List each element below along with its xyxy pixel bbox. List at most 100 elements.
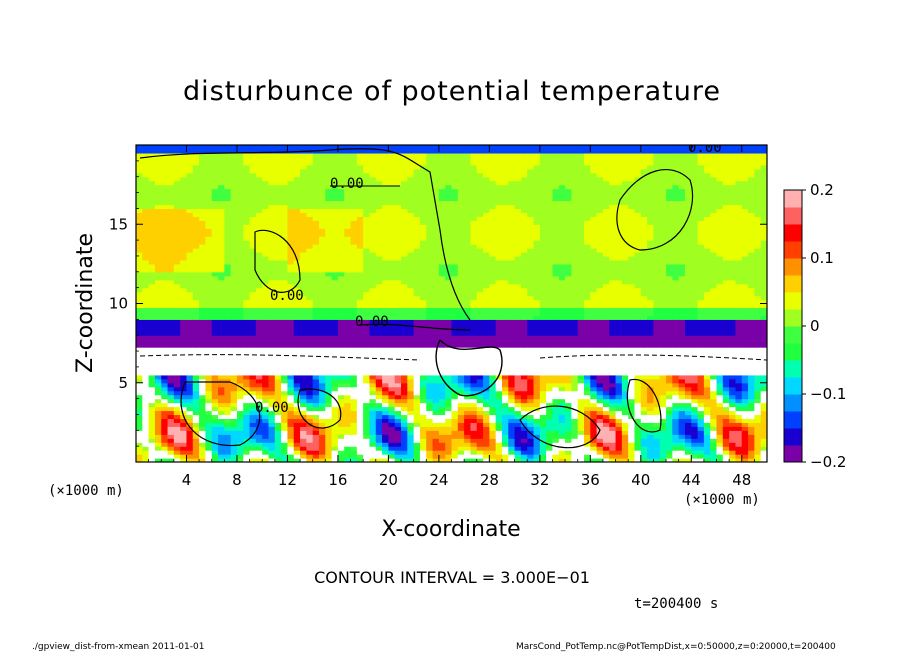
heatmap-cell <box>154 200 162 206</box>
heatmap-cell <box>451 172 459 178</box>
heatmap-cell <box>154 422 162 427</box>
heatmap-cell <box>293 299 301 305</box>
heatmap-cell <box>419 402 427 408</box>
heatmap-cell <box>464 358 472 364</box>
heatmap-cell <box>287 347 295 352</box>
heatmap-cell <box>148 255 156 261</box>
heatmap-cell <box>230 442 238 447</box>
heatmap-cell <box>337 370 345 376</box>
heatmap-cell <box>142 263 150 269</box>
heatmap-cell <box>262 275 270 281</box>
heatmap-cell <box>419 450 427 455</box>
heatmap-cell <box>432 442 440 447</box>
heatmap-cell <box>224 240 232 245</box>
heatmap-cell <box>527 378 535 384</box>
heatmap-cell <box>136 458 143 462</box>
heatmap-cell <box>230 398 238 404</box>
heatmap-cell <box>186 248 194 253</box>
heatmap-cell <box>192 347 200 352</box>
heatmap-cell <box>142 267 150 273</box>
heatmap-cell <box>161 295 169 301</box>
heatmap-cell <box>287 156 295 162</box>
heatmap-cell <box>451 450 459 455</box>
heatmap-cell <box>457 438 465 443</box>
heatmap-cell <box>501 303 509 309</box>
heatmap-cell <box>274 176 282 182</box>
heatmap-cell <box>161 386 169 392</box>
heatmap-cell <box>407 390 415 396</box>
heatmap-cell <box>186 370 194 376</box>
heatmap-cell <box>401 216 408 221</box>
heatmap-cell <box>508 358 516 364</box>
heatmap-cell <box>318 263 326 269</box>
heatmap-cell <box>205 382 213 388</box>
heatmap-cell <box>476 232 484 237</box>
heatmap-cell <box>173 398 181 404</box>
heatmap-cell <box>331 442 339 447</box>
heatmap-cell <box>249 267 257 273</box>
heatmap-cell <box>236 434 244 439</box>
heatmap-cell <box>344 398 352 404</box>
heatmap-cell <box>451 362 459 368</box>
heatmap-cell <box>350 279 358 285</box>
heatmap-cell <box>224 450 232 455</box>
heatmap-cell <box>489 430 497 435</box>
heatmap-cell <box>173 442 181 447</box>
heatmap-cell <box>281 355 289 360</box>
heatmap-cell <box>527 362 535 368</box>
heatmap-cell <box>369 394 377 400</box>
heatmap-cell <box>136 430 143 435</box>
heatmap-cell <box>501 275 509 281</box>
heatmap-cell <box>337 160 345 166</box>
heatmap-cell <box>375 315 383 320</box>
heatmap-cell <box>363 184 371 190</box>
heatmap-cell <box>262 172 270 178</box>
heatmap-cell <box>293 291 301 297</box>
heatmap-cell <box>211 196 219 202</box>
heatmap-cell <box>255 386 263 392</box>
heatmap-cell <box>199 192 207 198</box>
heatmap-cell <box>192 160 200 166</box>
heatmap-cell <box>401 430 408 435</box>
heatmap-cell <box>407 263 415 269</box>
heatmap-cell <box>274 251 282 257</box>
heatmap-cell <box>495 442 503 447</box>
heatmap-cell <box>413 343 421 348</box>
heatmap-cell <box>350 366 358 372</box>
heatmap-cell <box>262 458 270 462</box>
heatmap-cell <box>243 196 251 202</box>
heatmap-cell <box>211 335 219 340</box>
heatmap-cell <box>300 358 307 364</box>
heatmap-cell <box>325 240 333 245</box>
heatmap-cell <box>432 299 440 305</box>
heatmap-cell <box>451 303 459 309</box>
heatmap-cell <box>483 335 490 340</box>
heatmap-cell <box>407 426 415 431</box>
heatmap-cell <box>224 180 232 186</box>
heatmap-cell <box>293 240 301 245</box>
heatmap-cell <box>344 366 352 372</box>
heatmap-cell <box>520 263 528 269</box>
heatmap-cell <box>224 347 232 352</box>
heatmap-cell <box>394 378 402 384</box>
heatmap-cell <box>356 255 364 261</box>
heatmap-cell <box>382 299 389 305</box>
heatmap-cell <box>255 192 263 198</box>
heatmap-cell <box>394 450 402 455</box>
heatmap-cell <box>230 438 238 443</box>
heatmap-cell <box>325 398 333 404</box>
heatmap-cell <box>180 347 188 352</box>
heatmap-cell <box>451 319 459 324</box>
heatmap-cell <box>325 307 333 313</box>
heatmap-cell <box>413 204 421 209</box>
heatmap-cell <box>432 220 440 225</box>
heatmap-cell <box>249 168 257 174</box>
heatmap-cell <box>413 145 421 150</box>
heatmap-cell <box>476 366 484 372</box>
heatmap-cell <box>489 434 497 439</box>
heatmap-cell <box>432 275 440 281</box>
heatmap-cell <box>464 224 472 229</box>
heatmap-cell <box>192 291 200 297</box>
heatmap-cell <box>249 220 257 225</box>
heatmap-cell <box>154 279 162 285</box>
